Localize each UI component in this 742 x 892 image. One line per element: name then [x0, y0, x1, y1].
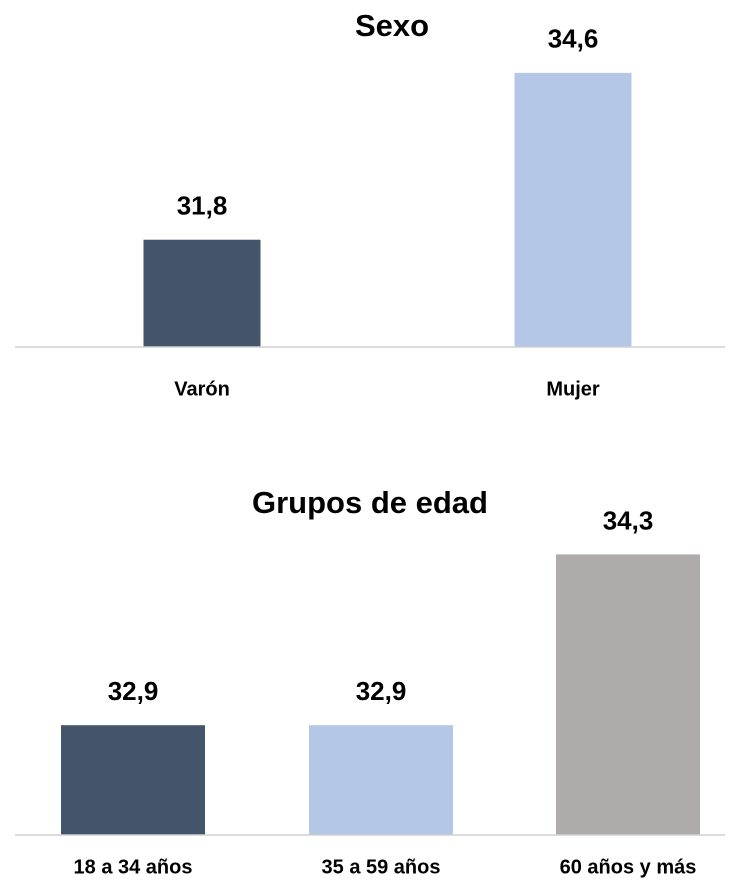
value-label: 34,6: [548, 24, 599, 54]
bar: [556, 554, 700, 835]
x-tick-label: Mujer: [546, 378, 600, 400]
x-tick-label: 35 a 59 años: [322, 856, 441, 878]
bar: [61, 725, 205, 835]
chart-title: Grupos de edad: [252, 485, 488, 520]
x-tick-label: 18 a 34 años: [74, 856, 193, 878]
x-tick-label: 60 años y más: [560, 856, 697, 878]
value-label: 31,8: [177, 191, 228, 221]
x-tick-label: Varón: [174, 378, 230, 400]
bar: [309, 725, 453, 835]
bar: [143, 239, 261, 347]
value-label: 34,3: [603, 505, 654, 535]
bar: [514, 72, 632, 347]
chart-title: Sexo: [355, 8, 429, 43]
value-label: 32,9: [108, 676, 159, 706]
value-label: 32,9: [356, 676, 407, 706]
